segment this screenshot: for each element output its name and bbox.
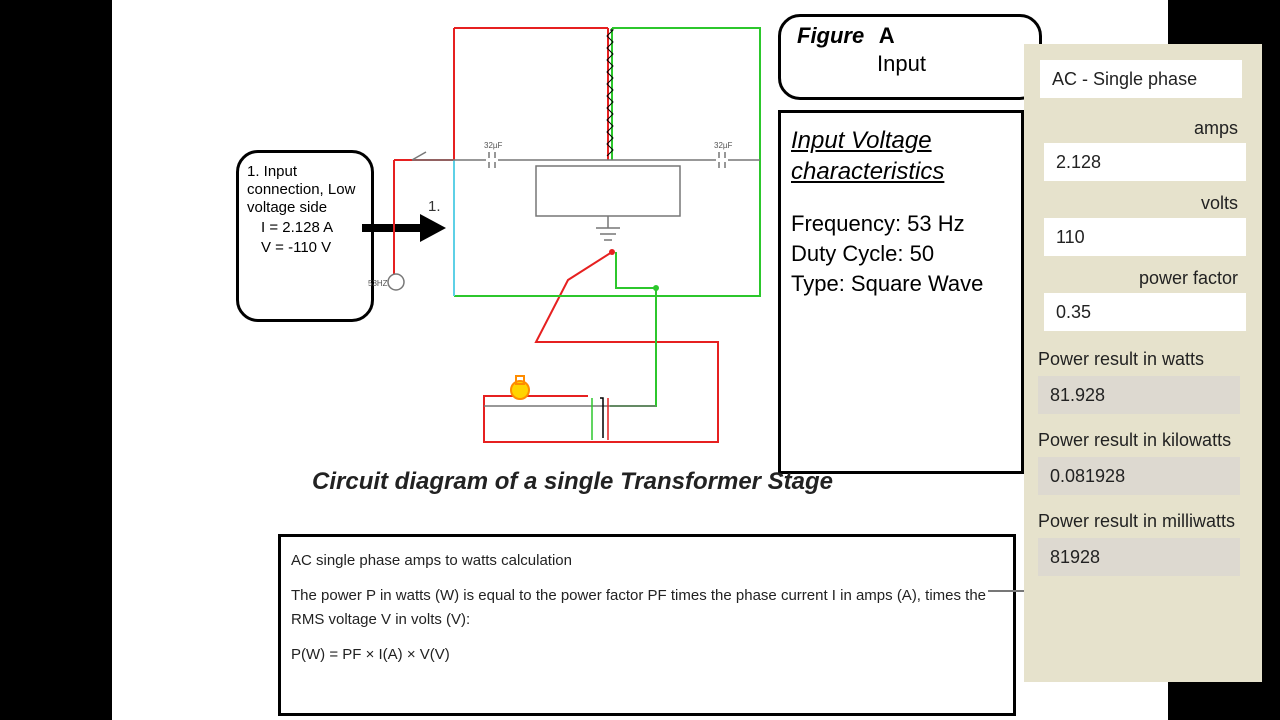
svg-text:32µF: 32µF <box>714 141 733 150</box>
formula-equation: P(W) = PF × I(A) × V(V) <box>291 643 1003 666</box>
pf-input[interactable] <box>1044 293 1246 331</box>
formula-body: The power P in watts (W) is equal to the… <box>291 584 1003 631</box>
diagram-marker-1: 1. <box>428 198 441 215</box>
amps-label: amps <box>1194 118 1238 139</box>
circuit-diagram: 53HZ 32µF 32µF <box>112 0 772 450</box>
info-duty: Duty Cycle: 50 <box>791 241 1011 267</box>
formula-box: AC single phase amps to watts calculatio… <box>278 534 1016 716</box>
watts-result-label: Power result in watts <box>1038 349 1262 370</box>
info-title: Input Voltage characteristics <box>791 125 1011 187</box>
volts-label: volts <box>1201 193 1238 214</box>
figure-sublabel: Input <box>877 51 1023 77</box>
mw-result-label: Power result in milliwatts <box>1038 511 1262 532</box>
pf-label: power factor <box>1139 268 1238 289</box>
formula-title: AC single phase amps to watts calculatio… <box>291 549 1003 572</box>
svg-text:53HZ: 53HZ <box>368 279 388 288</box>
figure-label-box: Figure A Input <box>778 14 1042 100</box>
connector-line <box>988 590 1028 592</box>
svg-text:32µF: 32µF <box>484 141 503 150</box>
kw-result <box>1038 457 1240 495</box>
page-stage: Figure A Input Input Voltage characteris… <box>112 0 1168 720</box>
input-voltage-box: Input Voltage characteristics Frequency:… <box>778 110 1024 474</box>
kw-result-label: Power result in kilowatts <box>1038 430 1262 451</box>
info-frequency: Frequency: 53 Hz <box>791 211 1011 237</box>
info-type: Type: Square Wave <box>791 271 1011 297</box>
volts-input[interactable] <box>1044 218 1246 256</box>
diagram-caption: Circuit diagram of a single Transformer … <box>312 468 833 496</box>
figure-letter: A <box>879 23 895 48</box>
calculator-panel: amps volts power factor Power result in … <box>1024 44 1262 682</box>
mw-result <box>1038 538 1240 576</box>
figure-word: Figure <box>797 23 864 48</box>
watts-result <box>1038 376 1240 414</box>
calc-type-select[interactable] <box>1040 60 1242 98</box>
amps-input[interactable] <box>1044 143 1246 181</box>
